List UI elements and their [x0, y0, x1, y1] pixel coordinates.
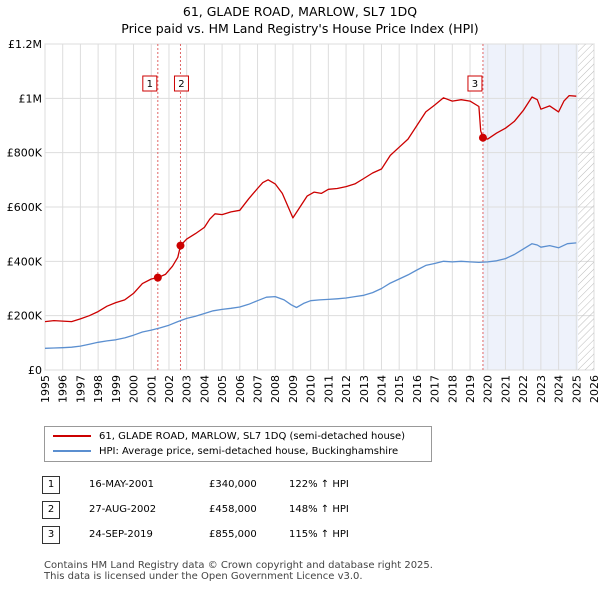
sale-badge-label: 1 — [147, 79, 153, 90]
x-tick-label: 2002 — [163, 375, 176, 403]
x-tick-label: 2006 — [234, 375, 247, 403]
legend-label-hpi: HPI: Average price, semi-detached house,… — [99, 446, 399, 457]
table-row: 1 16-MAY-2001 £340,000 122% ↑ HPI — [42, 472, 349, 497]
series-line — [44, 94, 577, 323]
legend-item-hpi: HPI: Average price, semi-detached house,… — [53, 445, 398, 459]
x-tick-label: 2021 — [499, 375, 512, 403]
y-tick-label: £600K — [7, 201, 43, 214]
table-cell-date: 16-MAY-2001 — [89, 479, 155, 490]
sale-badge: 3 — [42, 525, 60, 544]
series-line — [44, 242, 577, 349]
legend-swatch-property — [53, 435, 91, 437]
sale-point — [478, 133, 487, 142]
y-tick-label: £800K — [7, 147, 43, 160]
x-tick-label: 2012 — [340, 375, 353, 403]
x-tick-label: 2022 — [517, 375, 530, 403]
footer-copyright: Contains HM Land Registry data © Crown c… — [44, 560, 433, 571]
x-tick-label: 2026 — [588, 375, 600, 403]
x-tick-label: 2024 — [553, 375, 566, 403]
x-tick-label: 2005 — [216, 375, 229, 403]
sale-point — [176, 241, 185, 250]
table-cell-hpi: 148% ↑ HPI — [289, 504, 349, 515]
x-tick-label: 2008 — [269, 375, 282, 403]
sale-badge-box — [173, 75, 189, 92]
table-cell-hpi: 122% ↑ HPI — [289, 479, 349, 490]
y-tick-label: £1M — [19, 92, 43, 105]
sale-badge-chart: 1 — [142, 75, 158, 92]
sale-badge-label: 2 — [178, 79, 184, 90]
y-tick-label: £1.2M — [8, 38, 42, 51]
table-cell-id: 1 — [42, 472, 89, 497]
sale-badge-box — [142, 75, 158, 92]
sale-badge: 2 — [42, 500, 60, 519]
legend-swatch-hpi — [53, 450, 91, 452]
x-tick-label: 2020 — [482, 375, 495, 403]
sale-badge: 1 — [42, 475, 60, 494]
x-tick-label: 2001 — [145, 375, 158, 403]
table-cell-id: 2 — [42, 497, 89, 522]
x-tick-label: 2023 — [535, 375, 548, 403]
chart-title: 61, GLADE ROAD, MARLOW, SL7 1DQ — [182, 4, 418, 19]
legend: 61, GLADE ROAD, MARLOW, SL7 1DQ (semi-de… — [44, 426, 432, 462]
x-tick-label: 2009 — [287, 375, 300, 403]
sale-points — [153, 133, 487, 282]
footer: Contains HM Land Registry data © Crown c… — [44, 560, 433, 582]
x-tick-label: 2017 — [429, 375, 442, 403]
x-tick-label: 2014 — [375, 375, 388, 403]
sale-badge-chart: 3 — [467, 75, 483, 92]
chart-title-block: 61, GLADE ROAD, MARLOW, SL7 1DQ Price pa… — [0, 3, 600, 37]
x-tick-label: 2015 — [393, 375, 406, 403]
sale-badge-box — [467, 75, 483, 92]
table-cell-price: £340,000 — [209, 479, 257, 490]
y-tick-label: £0 — [28, 364, 42, 377]
sales-table: 1 16-MAY-2001 £340,000 122% ↑ HPI 2 27-A… — [42, 472, 349, 547]
table-cell-date: 27-AUG-2002 — [89, 504, 157, 515]
table-row: 3 24-SEP-2019 £855,000 115% ↑ HPI — [42, 522, 349, 547]
table-cell-hpi: 115% ↑ HPI — [289, 529, 349, 540]
table-cell-price: £458,000 — [209, 504, 257, 515]
forecast-hatch — [578, 44, 594, 370]
x-tick-label: 1996 — [57, 375, 70, 403]
x-tick-label: 2003 — [181, 375, 194, 403]
y-tick-label: £400K — [7, 255, 43, 268]
x-tick-label: 1998 — [92, 375, 105, 403]
table-cell-id: 3 — [42, 522, 89, 547]
sale-badge-chart: 2 — [173, 75, 189, 92]
legend-item-property: 61, GLADE ROAD, MARLOW, SL7 1DQ (semi-de… — [53, 430, 405, 444]
x-tick-label: 1999 — [110, 375, 123, 403]
forecast-hatch-rect — [578, 44, 594, 370]
x-tick-label: 2025 — [570, 375, 583, 403]
sale-point — [153, 273, 162, 282]
y-tick-label: £200K — [7, 310, 43, 323]
chart-subtitle: Price paid vs. HM Land Registry's House … — [121, 21, 479, 36]
legend-label-property: 61, GLADE ROAD, MARLOW, SL7 1DQ (semi-de… — [99, 431, 406, 442]
table-cell-date: 24-SEP-2019 — [89, 529, 153, 540]
x-tick-label: 2010 — [305, 375, 318, 403]
series-lines — [44, 94, 577, 349]
sale-badge-label: 3 — [472, 79, 478, 90]
table-cell-price: £855,000 — [209, 529, 257, 540]
x-tick-label: 1995 — [39, 375, 52, 403]
x-tick-label: 2011 — [322, 375, 335, 403]
x-tick-label: 1997 — [74, 375, 87, 403]
x-tick-label: 2016 — [411, 375, 424, 403]
table-row: 2 27-AUG-2002 £458,000 148% ↑ HPI — [42, 497, 349, 522]
y-axis-ticks: £0 £200K £400K £600K £800K £1M £1.2M — [7, 38, 43, 377]
x-tick-label: 2007 — [252, 375, 265, 403]
x-tick-label: 2019 — [464, 375, 477, 403]
footer-licence: This data is licensed under the Open Gov… — [44, 571, 363, 582]
sale-badges: 1 2 3 — [142, 75, 483, 92]
x-axis-ticks: 1995 1996 1997 1998 1999 2000 2001 2002 2003 2004… — [39, 375, 600, 403]
x-tick-label: 2004 — [198, 375, 211, 403]
x-tick-label: 2000 — [128, 375, 141, 403]
x-tick-label: 2013 — [358, 375, 371, 403]
x-tick-label: 2018 — [446, 375, 459, 403]
